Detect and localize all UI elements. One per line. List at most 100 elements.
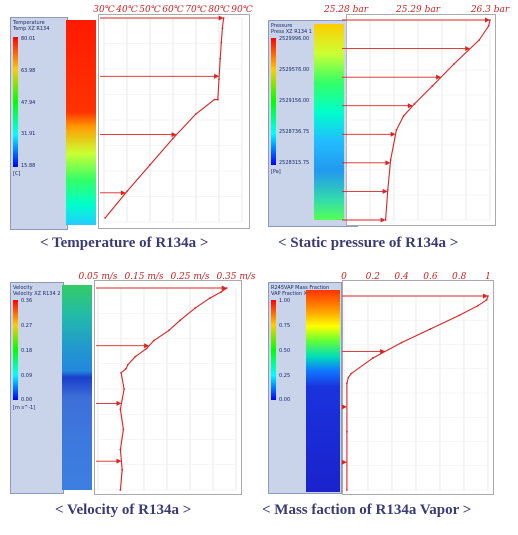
arrow-head [382,188,388,194]
legend-value: 0.00 [21,397,33,403]
x-tick-label: 90℃ [231,5,253,15]
arrow-head [116,458,122,464]
arrow-head [341,459,347,465]
data-point [123,388,126,390]
legend-value: 0.27 [21,323,33,329]
arrow-head [120,190,126,196]
data-point [485,298,488,301]
data-point [149,163,151,166]
data-point [218,78,220,81]
arrow-head [407,103,413,109]
data-point [345,382,348,385]
legend-unit: [m s^-1] [13,405,36,411]
x-tick-label: 1 [485,272,491,282]
mass-fraction-caption: < Mass faction of R134a Vapor > [262,502,472,518]
arrow-head [465,46,471,52]
data-point [134,355,137,358]
legend-value: 0.50 [279,348,291,354]
legend-value: 0.36 [21,298,33,304]
data-point [145,347,148,350]
legend-unit: [Pa] [271,169,281,175]
legend-value: 47.94 [21,100,36,106]
legend-value: 0.09 [21,373,33,379]
legend-subtitle: VAP Fraction XZ R134 [271,291,326,297]
x-tick-label: 0.15 m/s [124,272,163,282]
arrow-head [485,17,490,23]
legend-value: 15.88 [21,163,36,169]
x-tick-label: 0.25 m/s [170,272,209,282]
legend-title: R245VAP Mass Fraction [271,285,330,291]
legend-title: Pressure [271,23,293,29]
legend-value: 1.00 [279,298,291,304]
legend-colorbar [13,300,18,400]
data-point [345,430,348,433]
legend-colorbar [271,300,276,400]
legend-subtitle: Press XZ R134 1 [271,29,312,35]
legend-value: 31.91 [21,131,36,137]
data-point [119,489,122,491]
legend-value: 0.00 [279,397,291,403]
data-point [104,217,107,219]
legend-value: 80.01 [21,36,36,42]
data-point [431,85,434,87]
pressure-contour [314,24,344,220]
data-point [219,57,222,60]
data-point [453,63,455,65]
legend-value: 0.75 [279,323,291,329]
data-point [220,41,223,44]
velocity-legend: Velocity Velocity XZ R134 2 0.36 0.27 0.… [10,282,64,494]
data-point [402,115,405,117]
data-point [225,287,228,289]
x-tick-label: 26.3 bar [470,5,510,15]
legend-value: 0.18 [21,348,33,354]
data-point [120,371,123,374]
arrow-head [390,131,396,137]
data-point [119,448,122,451]
arrow-head [221,285,227,291]
series-line [346,295,489,490]
data-point [345,489,348,491]
legend-colorbar [13,37,18,167]
data-point [213,98,216,101]
x-tick-label: 25.29 bar [395,5,441,15]
data-point [172,137,174,140]
data-point [119,408,122,411]
velocity-contour [62,285,92,490]
data-point [477,304,479,307]
data-point [221,27,224,30]
legend-title: Velocity [13,285,33,291]
data-point [389,159,392,161]
x-tick-label: 0.8 [452,272,467,282]
data-point [222,17,225,19]
x-tick-label: 0.6 [423,272,438,282]
data-point [429,328,432,330]
legend-value: 2529996.00 [279,36,310,42]
data-point [121,468,124,471]
legend-value: 0.25 [279,373,291,379]
arrow-head [171,132,177,138]
data-point [125,367,127,370]
data-point [216,98,219,101]
temperature-legend: Temperature Temp XZ R134 80.01 63.98 47.… [10,17,68,230]
data-point [350,372,353,375]
data-point [384,219,387,221]
data-point [167,329,170,332]
arrow-head [144,343,150,349]
data-point [208,297,211,299]
arrow-head [218,15,224,21]
data-point [458,314,461,317]
arrow-head [341,404,347,410]
legend-colorbar [271,38,276,165]
data-point [122,428,125,431]
data-point [386,189,389,191]
x-tick-label: 80℃ [208,5,230,15]
data-point [126,363,129,366]
x-tick-label: 0.35 m/s [216,272,255,282]
data-point [126,190,128,193]
legend-value: 63.98 [21,68,36,74]
pressure-caption: < Static pressure of R134a > [278,235,459,251]
x-tick-label: 40℃ [115,5,138,15]
velocity-caption: < Velocity of R134a > [55,502,192,518]
